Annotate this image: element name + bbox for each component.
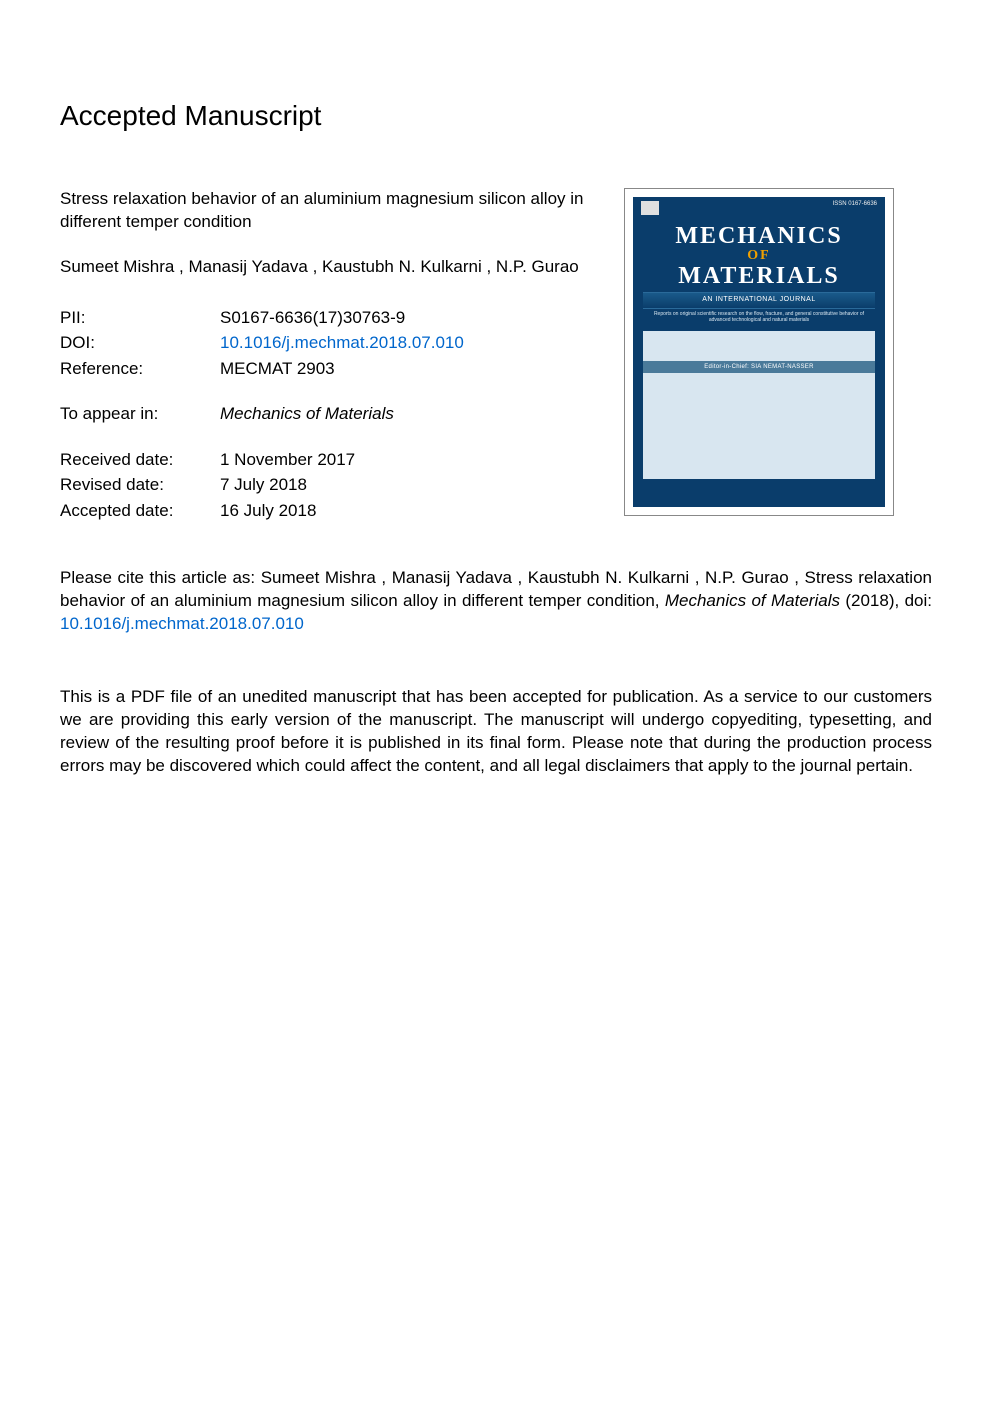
left-column: Stress relaxation behavior of an alumini… [60,188,600,543]
doi-link[interactable]: 10.1016/j.mechmat.2018.07.010 [220,330,464,356]
disclaimer: This is a PDF file of an unedited manusc… [60,686,932,778]
top-section: Stress relaxation behavior of an alumini… [60,188,932,543]
cover-title: MECHANICS OF MATERIALS [633,219,885,290]
cover-topbar: ISSN 0167-6636 [633,197,885,219]
journal-cover: ISSN 0167-6636 MECHANICS OF MATERIALS AN… [624,188,894,543]
cover-editor: Editor-in-Chief: SIA NEMAT-NASSER [643,361,875,373]
revised-label: Revised date: [60,472,220,498]
cite-year: (2018), doi: [840,591,932,610]
article-title: Stress relaxation behavior of an alumini… [60,188,600,234]
citation: Please cite this article as: Sumeet Mish… [60,567,932,636]
cover-frame: ISSN 0167-6636 MECHANICS OF MATERIALS AN… [624,188,894,516]
article-authors: Sumeet Mishra , Manasij Yadava , Kaustub… [60,256,600,279]
appear-value: Mechanics of Materials [220,401,394,427]
received-label: Received date: [60,447,220,473]
cover-background: ISSN 0167-6636 MECHANICS OF MATERIALS AN… [633,197,885,507]
accepted-label: Accepted date: [60,498,220,524]
meta-block-2: To appear in: Mechanics of Materials [60,401,600,427]
cover-tagline: Reports on original scientific research … [633,311,885,323]
meta-block-1: PII: S0167-6636(17)30763-9 DOI: 10.1016/… [60,305,600,382]
cover-subtitle: AN INTERNATIONAL JOURNAL [643,292,875,309]
ref-value: MECMAT 2903 [220,356,335,382]
elsevier-logo-icon [641,201,659,215]
pii-value: S0167-6636(17)30763-9 [220,305,405,331]
doi-label: DOI: [60,330,220,356]
cover-title-line1: MECHANICS [639,223,879,250]
meta-block-3: Received date: 1 November 2017 Revised d… [60,447,600,524]
cover-body: Editor-in-Chief: SIA NEMAT-NASSER [643,331,875,479]
cite-doi-link[interactable]: 10.1016/j.mechmat.2018.07.010 [60,614,304,633]
ref-label: Reference: [60,356,220,382]
pii-label: PII: [60,305,220,331]
appear-label: To appear in: [60,401,220,427]
page-heading: Accepted Manuscript [60,100,932,132]
revised-value: 7 July 2018 [220,472,307,498]
cover-issn: ISSN 0167-6636 [833,201,877,215]
cover-title-line2: OF [639,250,879,263]
received-value: 1 November 2017 [220,447,355,473]
accepted-value: 16 July 2018 [220,498,316,524]
cover-title-line3: MATERIALS [639,263,879,290]
cite-journal: Mechanics of Materials [665,591,840,610]
